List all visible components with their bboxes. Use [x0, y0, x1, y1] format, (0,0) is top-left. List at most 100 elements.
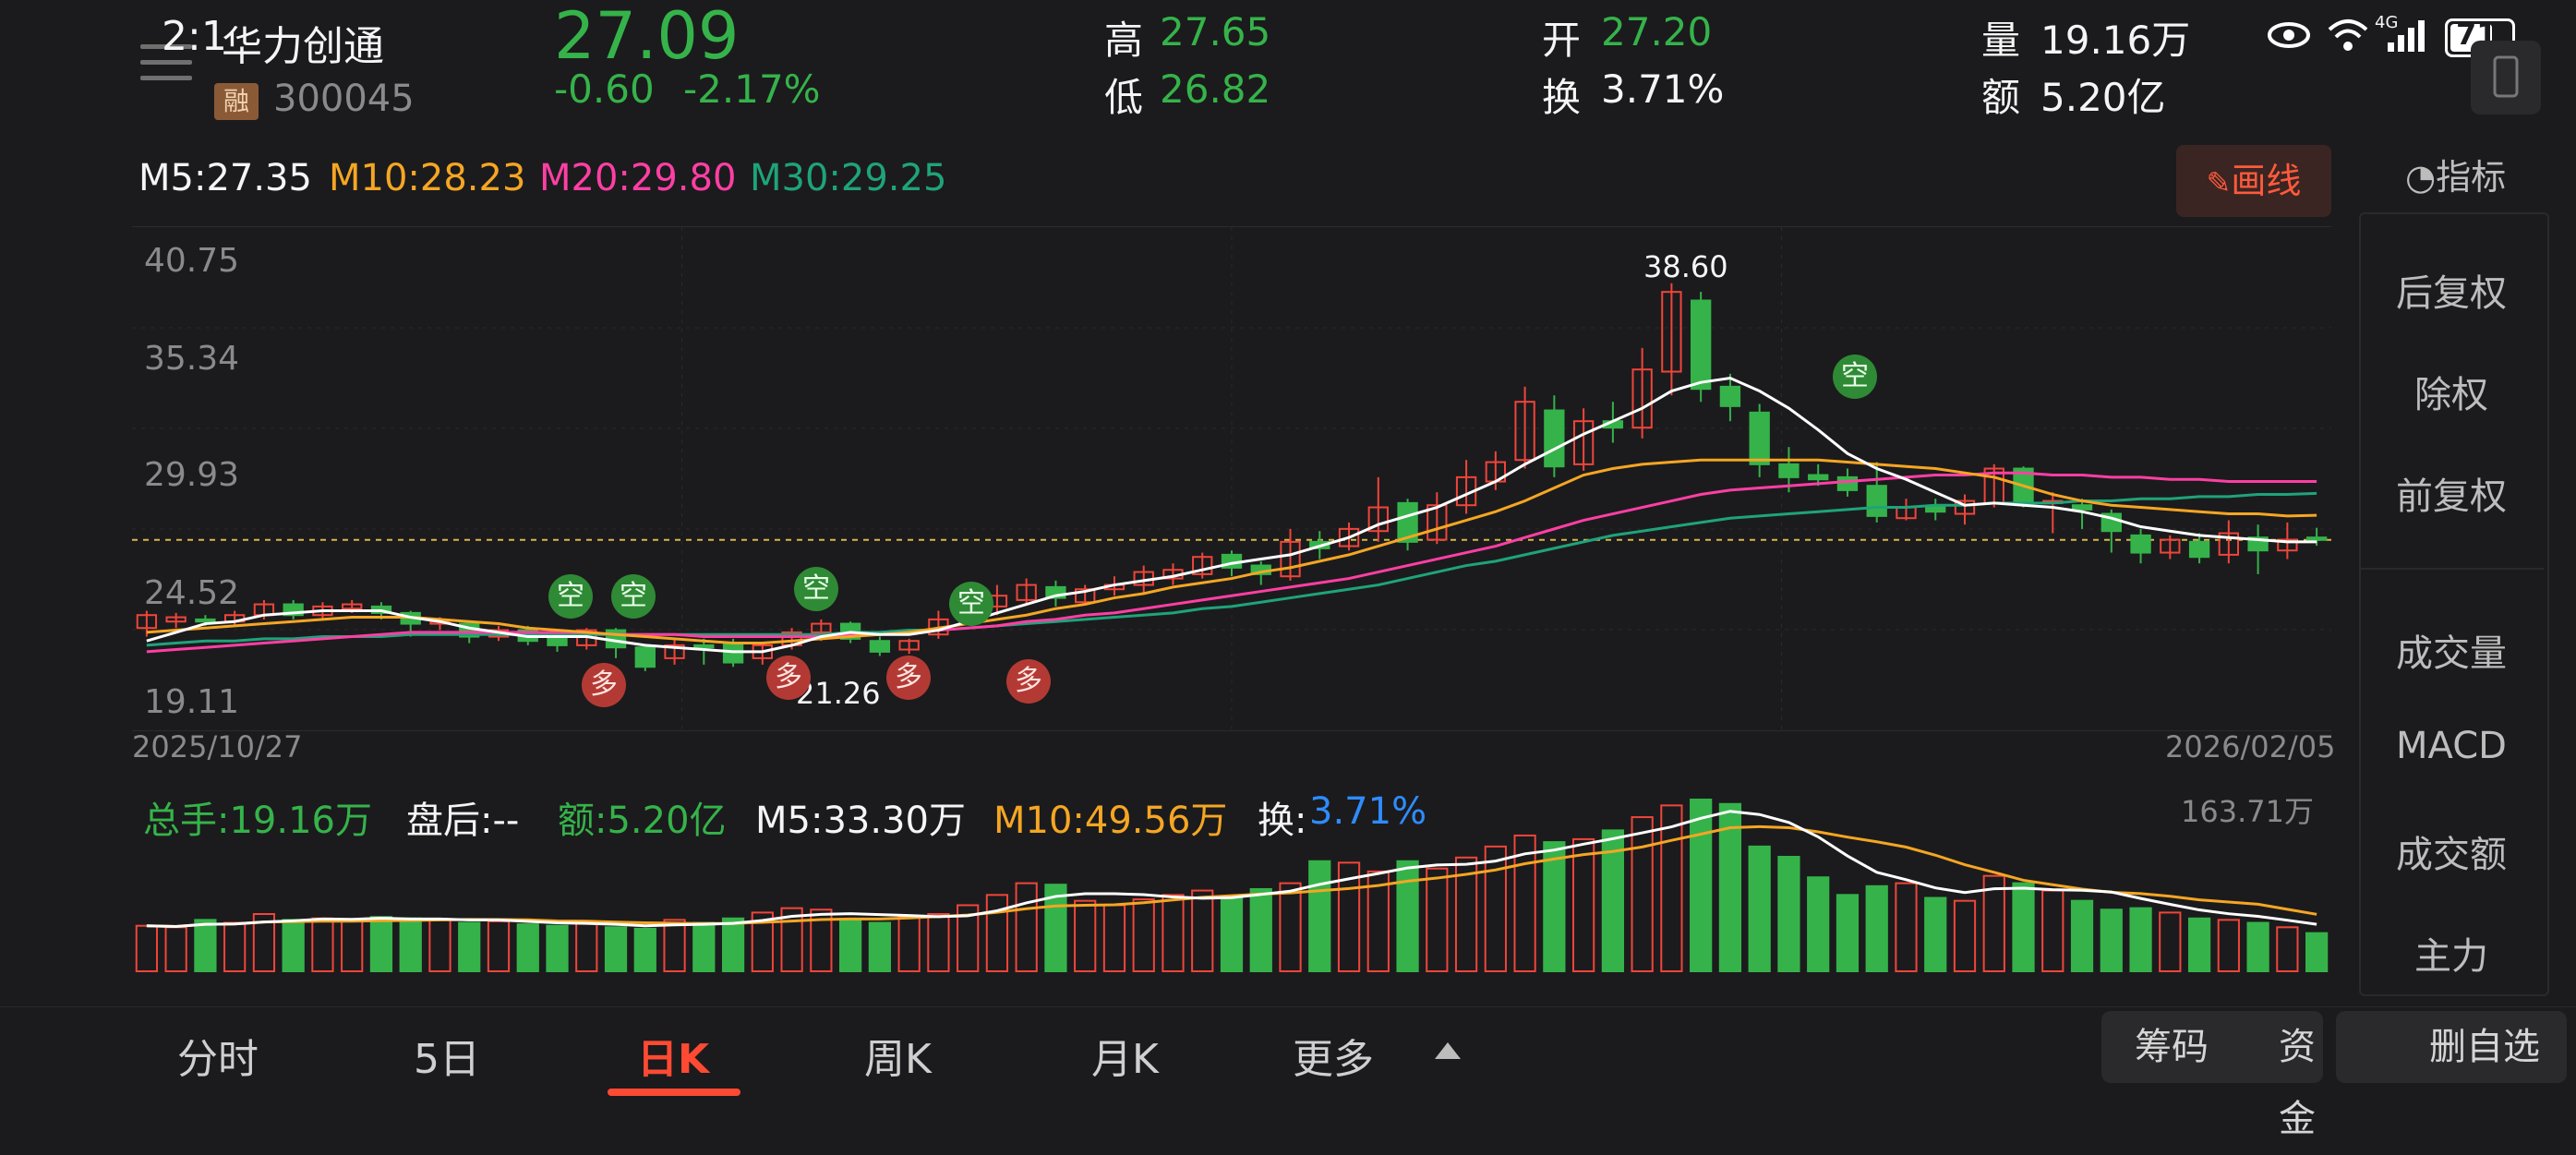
vol-turnover-label: 换:	[1258, 800, 1307, 842]
indicator-button[interactable]: ◔指标	[2405, 149, 2506, 199]
menu-icon[interactable]	[140, 44, 192, 85]
vol-ma5-line	[146, 810, 2317, 929]
volume-bar	[663, 919, 686, 973]
volume-bar	[1748, 845, 1771, 972]
candle-body	[2071, 504, 2093, 511]
y-axis-label: 19.11	[144, 683, 240, 721]
volume-label: 量	[1981, 18, 2021, 63]
sidebar-item-ex-rights[interactable]: 除权	[2414, 374, 2488, 416]
volume-bar	[1279, 882, 1302, 972]
kline-chart[interactable]	[132, 226, 2331, 731]
candle-body	[1572, 420, 1595, 465]
wifi-icon	[2328, 19, 2368, 51]
tab-daily-k[interactable]: 日K	[637, 1036, 710, 1083]
low-label: 低	[1104, 75, 1144, 120]
tab-weekly-k[interactable]: 周K	[864, 1036, 932, 1083]
volume-bar	[721, 917, 745, 972]
candle-body	[2277, 538, 2298, 552]
volume-bar	[810, 908, 833, 973]
candle-body	[1045, 585, 1066, 599]
end-date: 2026/02/05	[2165, 729, 2336, 764]
candle-body	[2160, 538, 2181, 554]
remove-watchlist-button[interactable]: 删自选	[2402, 1011, 2567, 1083]
volume-bar	[223, 921, 247, 973]
volume-bar	[1220, 896, 1244, 972]
right-sidebar: ◔指标 后复权 除权 前复权 成交量 MACD 成交额 主力	[2359, 134, 2576, 1002]
candle-body	[1749, 411, 1770, 465]
vol-max-label: 163.71万	[2181, 794, 2314, 829]
sidebar-item-amount[interactable]: 成交额	[2396, 834, 2507, 876]
candle-body	[693, 644, 715, 649]
tab-more[interactable]: 更多	[1293, 1036, 1374, 1083]
ma20-line	[146, 471, 2317, 654]
status-time: 2:1	[162, 13, 227, 60]
rotate-icon	[2493, 55, 2519, 98]
volume-bar	[897, 916, 921, 973]
short-signal-marker: 空	[949, 582, 993, 626]
gauge-icon: ◔	[2405, 157, 2437, 198]
volume-bar	[2041, 889, 2064, 972]
chips-button[interactable]: 筹码	[2135, 1026, 2209, 1068]
volume-bar	[604, 926, 628, 972]
vol-total: 总手:19.16万	[143, 800, 372, 842]
volume-bar	[1162, 894, 1185, 972]
volume-bar	[751, 911, 774, 973]
volume-bar	[2187, 917, 2211, 972]
volume-bar	[2246, 921, 2269, 973]
volume-bar	[1132, 898, 1155, 973]
volume-bar	[633, 927, 656, 972]
candle-body	[1426, 504, 1448, 541]
volume-bar	[428, 919, 451, 973]
candle-body	[165, 616, 187, 623]
volume-bar	[927, 913, 950, 972]
network-type: 4G	[2375, 13, 2399, 32]
volume-bar	[1660, 804, 1683, 972]
volume-chart[interactable]	[132, 777, 2331, 977]
open-label: 开	[1542, 18, 1582, 63]
tab-5day[interactable]: 5日	[414, 1036, 480, 1083]
draw-line-button[interactable]: ✎画线	[2176, 145, 2331, 217]
sidebar-panel	[2359, 212, 2549, 996]
volume-bar	[1895, 882, 1918, 972]
volume-bar	[2012, 882, 2035, 972]
volume-bar	[575, 921, 598, 973]
volume-bar	[1953, 899, 1977, 972]
amount-value: 5.20亿	[2040, 75, 2166, 120]
stock-name: 华力创通	[222, 23, 384, 70]
funds-button[interactable]: 资金	[2279, 1026, 2316, 1140]
tab-monthly-k[interactable]: 月K	[1091, 1036, 1159, 1083]
landscape-toggle-button[interactable]	[2471, 41, 2541, 114]
sidebar-item-volume[interactable]: 成交量	[2396, 632, 2507, 675]
sidebar-item-pre-adjust[interactable]: 前复权	[2396, 475, 2507, 518]
volume-bar	[692, 921, 716, 973]
candle-body	[634, 646, 656, 668]
candle-body	[869, 640, 891, 653]
volume-bar	[1366, 870, 1390, 972]
sidebar-item-post-adjust[interactable]: 后复权	[2396, 272, 2507, 315]
volume-bar	[1249, 887, 1272, 972]
max-price-label: 38.60	[1643, 249, 1728, 284]
volume-bar	[458, 921, 481, 973]
volume-bar	[1191, 889, 1214, 972]
volume-bar	[957, 904, 980, 972]
draw-line-label: 画线	[2231, 161, 2302, 201]
turnover-value: 3.71%	[1601, 66, 1725, 112]
volume-bar	[252, 913, 276, 972]
caret-up-icon[interactable]	[1433, 1041, 1463, 1061]
ma5-legend: M5:27.35	[138, 157, 312, 199]
sidebar-item-macd[interactable]: MACD	[2396, 725, 2507, 767]
ma30-legend: M30:29.25	[750, 157, 947, 199]
candle-body	[2218, 532, 2240, 556]
candle-body	[283, 603, 304, 617]
amount-label: 额	[1981, 75, 2021, 120]
volume-bar	[1631, 816, 1654, 973]
long-signal-marker: 多	[886, 656, 931, 700]
candle-body	[1397, 501, 1418, 543]
long-signal-marker: 多	[582, 663, 626, 707]
sidebar-item-main-force[interactable]: 主力	[2414, 935, 2488, 978]
volume-bar	[1513, 834, 1536, 973]
tab-intraday[interactable]: 分时	[177, 1036, 259, 1083]
volume-svg	[135, 799, 2329, 973]
candle-body	[1338, 527, 1360, 547]
volume-bar	[1396, 860, 1419, 972]
